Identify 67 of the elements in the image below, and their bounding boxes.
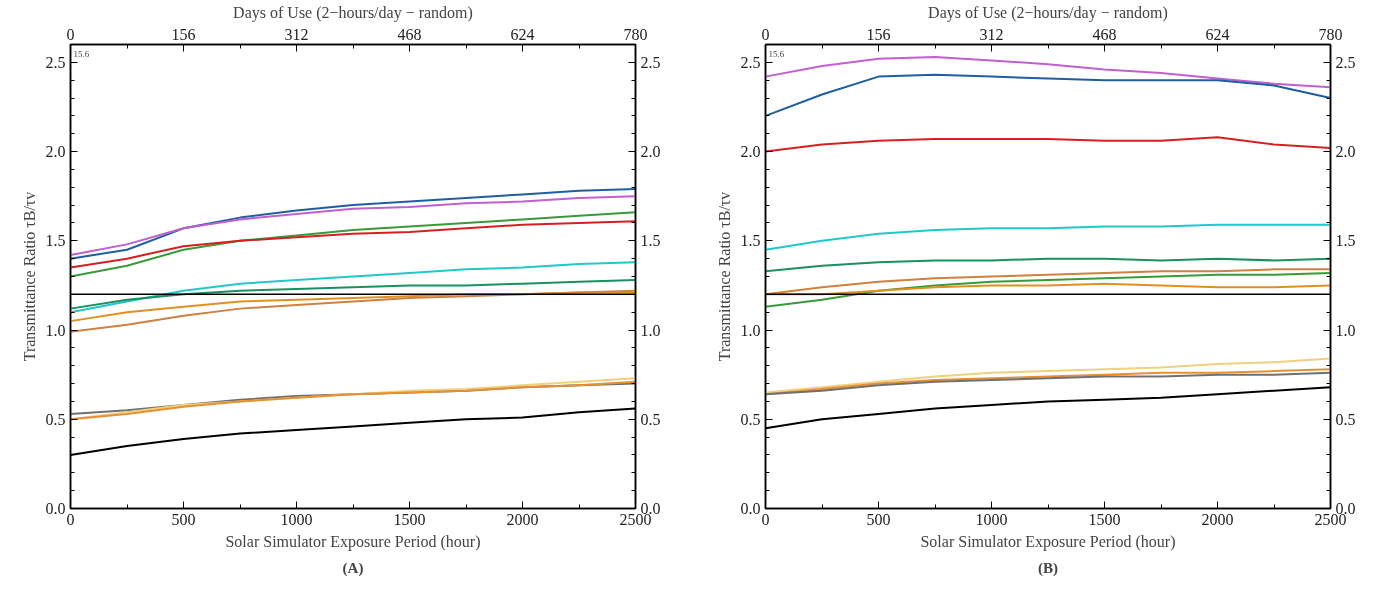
x-tick-label: 1500 — [1088, 510, 1121, 528]
y2-tick-label: 2.5 — [1335, 53, 1356, 71]
y-tick-label: 2.0 — [740, 143, 761, 161]
y2-tick-label: 0.5 — [1335, 410, 1356, 428]
line-series — [765, 73, 1331, 117]
x2-axis-title: Days of Use (2−hours/day − random) — [928, 3, 1168, 22]
y-tick-label: 0.5 — [45, 410, 66, 428]
line-series — [765, 357, 1331, 394]
y2-tick-label: 2.5 — [640, 53, 661, 71]
x-tick-label: 500 — [171, 510, 196, 528]
line-series — [765, 223, 1331, 251]
x-axis-title: Solar Simulator Exposure Period (hour) — [920, 532, 1176, 551]
x-tick-label: 1500 — [393, 510, 426, 528]
x-tick-label: 500 — [866, 510, 891, 528]
x2-tick-label: 780 — [1318, 25, 1343, 43]
y2-tick-label: 1.5 — [640, 232, 661, 250]
line-series — [70, 211, 636, 278]
line-series — [765, 257, 1331, 273]
annotation: 15.6 — [768, 48, 785, 59]
annotation: 15.6 — [73, 48, 90, 59]
y-axis-title: Transmittance Ratio τB/τv — [20, 191, 38, 362]
y2-tick-label: 1.0 — [1335, 321, 1356, 339]
line-series — [70, 279, 636, 310]
text: (A) — [342, 559, 364, 577]
y2-tick-label: 2.0 — [640, 143, 661, 161]
x-axis-title: Solar Simulator Exposure Period (hour) — [225, 532, 481, 551]
line-series — [765, 136, 1331, 153]
x-tick-label: 2000 — [506, 510, 539, 528]
line-series — [70, 261, 636, 314]
y-tick-label: 1.0 — [45, 321, 66, 339]
x-tick-label: 1000 — [280, 510, 313, 528]
y-tick-label: 1.5 — [740, 232, 761, 250]
y-tick-label: 1.0 — [740, 321, 761, 339]
line-series — [765, 271, 1331, 308]
y-tick-label: 2.5 — [45, 53, 66, 71]
x-tick-label: 0 — [66, 510, 75, 528]
line-series — [765, 282, 1331, 296]
x2-axis-title: Days of Use (2−hours/day − random) — [233, 3, 473, 22]
x2-tick-label: 468 — [1092, 25, 1117, 43]
x2-tick-label: 312 — [284, 25, 309, 43]
y-tick-label: 0.5 — [740, 410, 761, 428]
x2-tick-label: 624 — [510, 25, 535, 43]
y-axis-title: Transmittance Ratio τB/τv — [715, 191, 733, 362]
x2-tick-label: 468 — [397, 25, 422, 43]
y-tick-label: 2.5 — [740, 53, 761, 71]
x-tick-label: 2000 — [1201, 510, 1234, 528]
line-series — [765, 55, 1331, 89]
x2-tick-label: 624 — [1205, 25, 1230, 43]
x2-tick-label: 156 — [866, 25, 891, 43]
x2-tick-label: 0 — [66, 25, 75, 43]
x2-tick-label: 0 — [761, 25, 770, 43]
text: (B) — [1038, 559, 1058, 577]
y-tick-label: 1.5 — [45, 232, 66, 250]
y-tick-label: 0.0 — [740, 500, 761, 517]
x2-tick-label: 780 — [623, 25, 648, 43]
y2-tick-label: 2.0 — [1335, 143, 1356, 161]
x-tick-label: 1000 — [975, 510, 1008, 528]
x2-tick-label: 312 — [979, 25, 1004, 43]
line-series — [70, 289, 636, 333]
x2-tick-label: 156 — [171, 25, 196, 43]
y2-tick-label: 1.0 — [640, 321, 661, 339]
y2-tick-label: 0.5 — [640, 410, 661, 428]
x-tick-label: 0 — [761, 510, 770, 528]
y-tick-label: 0.0 — [45, 500, 66, 517]
line-series — [70, 220, 636, 269]
y-tick-label: 2.0 — [45, 143, 66, 161]
y2-tick-label: 1.5 — [1335, 232, 1356, 250]
